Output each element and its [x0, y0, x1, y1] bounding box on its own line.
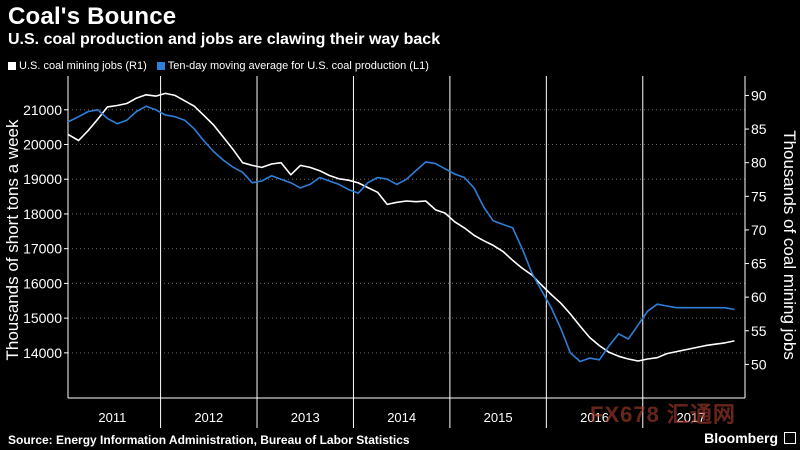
right-tick-label: 80 — [751, 155, 767, 171]
brand-box-icon — [784, 432, 796, 444]
x-tick-label: 2016 — [580, 410, 609, 425]
legend-item-production: Ten-day moving average for U.S. coal pro… — [156, 60, 429, 72]
legend-item-jobs: U.S. coal mining jobs (R1) — [8, 60, 147, 72]
right-tick-label: 65 — [751, 256, 767, 272]
legend-label-jobs: U.S. coal mining jobs (R1) — [19, 60, 147, 72]
left-tick-label: 14000 — [23, 345, 62, 361]
watermark-logo: FX678 汇通网 — [590, 402, 736, 427]
x-tick-label: 2017 — [677, 410, 706, 425]
right-tick-label: 90 — [751, 87, 767, 103]
x-tick-label: 2014 — [387, 410, 416, 425]
left-tick-label: 15000 — [23, 310, 62, 326]
left-tick-label: 18000 — [23, 206, 62, 222]
legend-swatch-production — [156, 62, 165, 70]
brand-logo: Bloomberg — [704, 430, 778, 446]
y-axis-title-left: Thousands of short tons a week — [3, 119, 22, 360]
right-tick-label: 55 — [751, 323, 767, 339]
right-tick-label: 85 — [751, 121, 767, 137]
right-tick-label: 60 — [751, 289, 767, 305]
legend: U.S. coal mining jobs (R1) Ten-day movin… — [8, 60, 439, 72]
right-tick-label: 75 — [751, 188, 767, 204]
left-tick-label: 20000 — [23, 137, 62, 153]
chart-title: Coal's Bounce — [8, 3, 177, 30]
series-line-production — [67, 105, 735, 363]
right-tick-label: 50 — [751, 356, 767, 372]
left-tick-label: 19000 — [23, 171, 62, 187]
left-tick-label: 21000 — [23, 102, 62, 118]
x-tick-label: 2011 — [98, 410, 126, 425]
legend-label-production: Ten-day moving average for U.S. coal pro… — [167, 60, 429, 72]
chart-subtitle: U.S. coal production and jobs are clawin… — [8, 31, 441, 48]
right-tick-label: 70 — [751, 222, 767, 238]
y-axis-title-right: Thousands of coal mining jobs — [780, 130, 799, 360]
x-tick-label: 2015 — [484, 410, 513, 425]
legend-swatch-jobs — [8, 62, 16, 70]
x-tick-label: 2012 — [194, 410, 223, 425]
left-tick-label: 16000 — [23, 275, 62, 291]
series-line-jobs — [67, 92, 735, 362]
left-tick-label: 17000 — [23, 241, 62, 257]
source-note: Source: Energy Information Administratio… — [8, 433, 410, 447]
x-tick-label: 2013 — [291, 410, 320, 425]
